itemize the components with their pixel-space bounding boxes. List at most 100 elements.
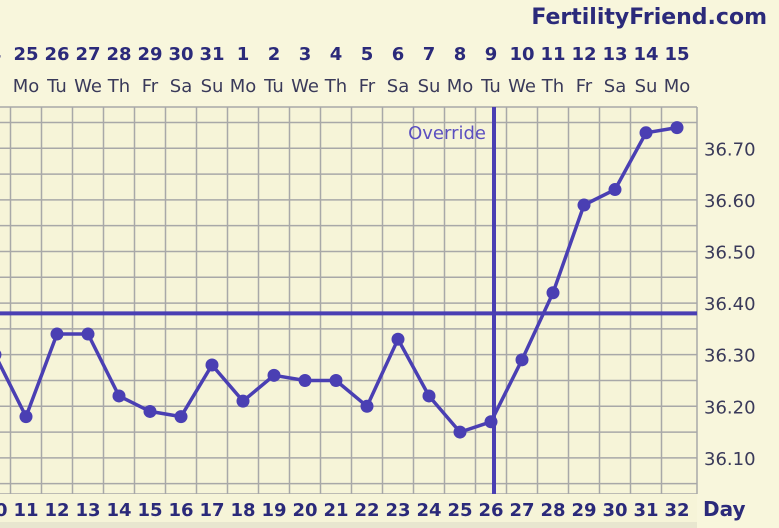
weekday-label: Mo	[664, 76, 691, 97]
weekday-label: Th	[107, 76, 130, 97]
date-label: 12	[571, 44, 596, 65]
temperature-point	[391, 332, 405, 346]
weekday-label: We	[74, 76, 102, 97]
cycle-day-label: 32	[664, 500, 689, 521]
date-label: 10	[509, 44, 534, 65]
cycle-day-label: 18	[230, 500, 255, 521]
cycle-day-label: 16	[168, 500, 193, 521]
temperature-point	[81, 327, 95, 341]
date-label: 28	[106, 44, 131, 65]
weekday-label: Sa	[604, 76, 626, 97]
cycle-day-label: 13	[75, 500, 100, 521]
cycle-day-label: 25	[447, 500, 472, 521]
date-label: 31	[199, 44, 224, 65]
weekday-label: Su	[635, 76, 658, 97]
cycle-day-label: 31	[633, 500, 658, 521]
temperature-point	[670, 121, 684, 135]
plot-area: Override	[0, 106, 698, 495]
brand-logo-text[interactable]: FertilityFriend.com	[531, 5, 767, 30]
cycle-day-label: 11	[13, 500, 38, 521]
temperature-point	[143, 404, 157, 418]
y-tick-label: 36.70	[704, 139, 756, 160]
date-label: 1	[237, 44, 250, 65]
ovulation-label: Override	[408, 123, 486, 144]
date-label: 27	[75, 44, 100, 65]
temperature-point	[50, 327, 64, 341]
cycle-day-label: 21	[323, 500, 348, 521]
date-label: 29	[137, 44, 162, 65]
weekday-label: Mo	[230, 76, 257, 97]
temperature-point	[608, 183, 622, 197]
temperature-point	[577, 198, 591, 212]
weekday-label: Mo	[13, 76, 40, 97]
y-tick-label: 36.30	[704, 346, 756, 367]
cycle-day-label: 17	[199, 500, 224, 521]
date-label: 15	[664, 44, 689, 65]
weekday-label: Su	[418, 76, 441, 97]
weekday-label: Sa	[170, 76, 192, 97]
y-tick-label: 36.20	[704, 397, 756, 418]
cycle-day-label: 22	[354, 500, 379, 521]
date-label: 25	[13, 44, 38, 65]
cycle-day-label: 27	[509, 500, 534, 521]
date-label: 3	[299, 44, 312, 65]
date-label: 7	[423, 44, 436, 65]
temperature-point	[205, 358, 219, 372]
temperature-point	[19, 410, 33, 424]
cycle-day-label: 29	[571, 500, 596, 521]
date-label: 6	[392, 44, 405, 65]
date-label: 11	[540, 44, 565, 65]
y-tick-label: 36.10	[704, 449, 756, 470]
date-label: 13	[602, 44, 627, 65]
temperature-point	[236, 394, 250, 408]
cycle-day-label: 19	[261, 500, 286, 521]
date-label: 9	[485, 44, 498, 65]
temperature-point	[453, 425, 467, 439]
plot-background	[0, 107, 697, 494]
temperature-point	[298, 373, 312, 387]
weekday-label: Su	[201, 76, 224, 97]
cycle-day-label: 20	[292, 500, 317, 521]
weekday-label: Fr	[576, 76, 593, 97]
weekday-label: u	[0, 76, 1, 97]
cycle-day-strip	[0, 522, 697, 528]
weekday-label: Tu	[46, 76, 67, 97]
y-tick-label: 36.40	[704, 294, 756, 315]
cycle-day-label: 28	[540, 500, 565, 521]
weekday-label: Sa	[387, 76, 409, 97]
date-label: 8	[454, 44, 467, 65]
date-label: 30	[168, 44, 193, 65]
cycle-day-label: 10	[0, 500, 8, 521]
temperature-point	[112, 389, 126, 403]
temperature-point	[174, 410, 188, 424]
temperature-point	[0, 350, 2, 359]
cycle-day-label: 24	[416, 500, 441, 521]
cycle-day-label: 15	[137, 500, 162, 521]
temperature-point	[360, 399, 374, 413]
weekday-label: Mo	[447, 76, 474, 97]
weekday-label: We	[291, 76, 319, 97]
weekday-row: uMoTuWeThFrSaSuMoTuWeThFrSaSuMoTuWeThFrS…	[0, 76, 690, 97]
temperature-point	[329, 373, 343, 387]
weekday-label: Fr	[142, 76, 159, 97]
temperature-point	[267, 368, 281, 382]
cycle-day-label: 12	[44, 500, 69, 521]
temperature-point	[422, 389, 436, 403]
cycle-day-label: 23	[385, 500, 410, 521]
temperature-point	[515, 353, 529, 367]
temperature-point	[639, 126, 653, 140]
y-axis: 36.10 36.20 36.30 36.40 36.50 36.60 36.70	[704, 139, 756, 470]
weekday-label: We	[508, 76, 536, 97]
weekday-label: Th	[541, 76, 564, 97]
date-row: 425262728293031123456789101112131415	[0, 44, 690, 65]
weekday-label: Tu	[480, 76, 501, 97]
cycle-day-label: 30	[602, 500, 627, 521]
weekday-label: Tu	[263, 76, 284, 97]
x-axis-label: Day	[703, 497, 746, 521]
date-label: 4	[0, 44, 1, 65]
date-label: 26	[44, 44, 69, 65]
date-label: 5	[361, 44, 374, 65]
weekday-label: Fr	[359, 76, 376, 97]
